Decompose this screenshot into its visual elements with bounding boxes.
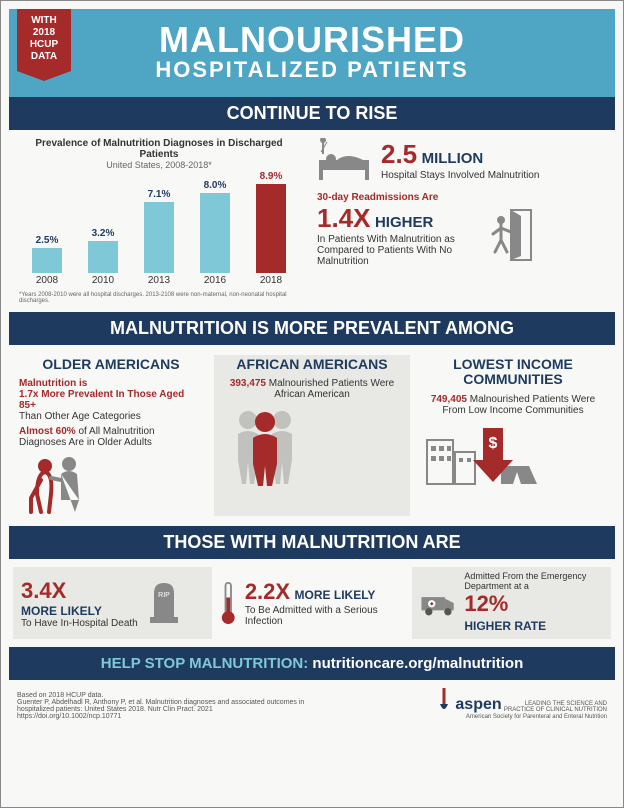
bar-2018: 8.9% 2018 bbox=[251, 171, 291, 286]
badge-l1: WITH bbox=[31, 15, 57, 26]
cite2: Guenter P, Abdelhadl R, Anthony P, et al… bbox=[17, 699, 337, 713]
badge-l2: 2018 bbox=[33, 27, 55, 38]
bar-year: 2018 bbox=[260, 275, 282, 286]
citations: Based on 2018 HCUP data. Guenter P, Abde… bbox=[17, 692, 337, 720]
aspen-tag3: American Society for Parenteral and Ente… bbox=[435, 714, 607, 720]
chart-title: Prevalence of Malnutrition Diagnoses in … bbox=[19, 138, 299, 160]
band-outcomes: THOSE WITH MALNUTRITION ARE bbox=[9, 526, 615, 559]
bar-chart: 2.5% 2008 3.2% 2010 7.1% 2013 8.0% 2016 8.9% 2018 bbox=[19, 170, 299, 290]
o3-lead: Admitted From the Emergency Department a… bbox=[464, 571, 603, 591]
cite3: https://doi.org/10.1002/ncp.10771 bbox=[17, 713, 337, 720]
col-income: LOWEST INCOME COMMUNITIES 749,405 Malnou… bbox=[415, 355, 611, 516]
data-badge: WITH 2018 HCUP DATA bbox=[17, 9, 71, 71]
stat2-number: 1.4X bbox=[317, 203, 371, 233]
o2-desc: To Be Admitted with a Serious Infection bbox=[245, 605, 404, 627]
stat-hospital-stays: 2.5 MILLION Hospital Stays Involved Maln… bbox=[317, 138, 605, 182]
older-head: OLDER AMERICANS bbox=[19, 357, 203, 372]
bar-year: 2008 bbox=[36, 275, 58, 286]
out-ed: Admitted From the Emergency Department a… bbox=[412, 567, 611, 639]
door-exit-icon bbox=[487, 208, 533, 262]
african-head: AFRICAN AMERICANS bbox=[220, 357, 404, 372]
o1-unit: MORE LIKELY bbox=[21, 604, 138, 618]
o2-unit: MORE LIKELY bbox=[295, 588, 376, 602]
bar-rect bbox=[32, 248, 62, 273]
chart-subtitle: United States, 2008-2018* bbox=[19, 160, 299, 170]
hospital-bed-icon bbox=[317, 138, 371, 182]
elderly-icon bbox=[19, 454, 203, 514]
stat2-lead: 30-day Readmissions Are bbox=[317, 192, 605, 203]
band-help: HELP STOP MALNUTRITION: nutritioncare.or… bbox=[9, 647, 615, 680]
section-rise: Prevalence of Malnutrition Diagnoses in … bbox=[9, 130, 615, 312]
o3-num: 12% bbox=[464, 591, 508, 616]
bar-2016: 8.0% 2016 bbox=[195, 180, 235, 286]
bar-rect bbox=[88, 241, 118, 273]
o1-desc: To Have In-Hospital Death bbox=[21, 618, 138, 629]
bar-year: 2016 bbox=[204, 275, 226, 286]
bar-rect bbox=[256, 184, 286, 273]
header: WITH 2018 HCUP DATA MALNOURISHED HOSPITA… bbox=[9, 9, 615, 97]
bar-rect bbox=[144, 202, 174, 273]
help-url: nutritioncare.org/malnutrition bbox=[312, 655, 523, 672]
chart-area: Prevalence of Malnutrition Diagnoses in … bbox=[19, 138, 299, 304]
svg-text:RIP: RIP bbox=[158, 592, 170, 599]
chart-footnote: *Years 2008-2010 were all hospital disch… bbox=[19, 292, 299, 304]
stat-readmissions: 30-day Readmissions Are 1.4X HIGHER In P… bbox=[317, 192, 605, 267]
ambulance-icon bbox=[420, 585, 457, 621]
bar-value: 8.9% bbox=[260, 171, 283, 182]
bar-value: 8.0% bbox=[204, 180, 227, 191]
older-t2: Almost 60% of All Malnutrition Diagnoses… bbox=[19, 426, 203, 448]
badge-l4: DATA bbox=[31, 51, 57, 62]
stats-right: 2.5 MILLION Hospital Stays Involved Maln… bbox=[307, 138, 605, 304]
aspen-mark-icon bbox=[435, 686, 453, 714]
stat1-number: 2.5 bbox=[381, 139, 417, 169]
col-older: OLDER AMERICANS Malnutrition is 1.7x Mor… bbox=[13, 355, 209, 516]
stat2-unit: HIGHER bbox=[375, 214, 433, 231]
help-label: HELP STOP MALNUTRITION: bbox=[101, 655, 309, 672]
bar-value: 2.5% bbox=[36, 235, 59, 246]
income-head: LOWEST INCOME COMMUNITIES bbox=[421, 357, 605, 388]
older-t1: Malnutrition is 1.7x More Prevalent In T… bbox=[19, 378, 203, 422]
income-t1: 749,405 Malnourished Patients Were From … bbox=[421, 394, 605, 416]
section-prevalence: OLDER AMERICANS Malnutrition is 1.7x Mor… bbox=[9, 345, 615, 526]
title-main: MALNOURISHED bbox=[9, 19, 615, 61]
section-outcomes: 3.4X MORE LIKELY To Have In-Hospital Dea… bbox=[9, 559, 615, 647]
stat1-desc: Hospital Stays Involved Malnutrition bbox=[381, 170, 539, 181]
stat2-desc: In Patients With Malnutrition as Compare… bbox=[317, 234, 477, 267]
o3-unit: HIGHER RATE bbox=[464, 619, 546, 633]
o2-num: 2.2X bbox=[245, 579, 290, 604]
o1-num: 3.4X bbox=[21, 578, 138, 604]
bar-year: 2013 bbox=[148, 275, 170, 286]
stat1-unit: MILLION bbox=[422, 150, 484, 167]
out-infection: 2.2X MORE LIKELY To Be Admitted with a S… bbox=[212, 567, 411, 639]
bar-rect bbox=[200, 193, 230, 273]
bar-value: 7.1% bbox=[148, 189, 171, 200]
aspen-name: aspen bbox=[455, 696, 501, 713]
footer: Based on 2018 HCUP data. Guenter P, Abde… bbox=[9, 680, 615, 720]
bar-2010: 3.2% 2010 bbox=[83, 228, 123, 286]
band-rise: CONTINUE TO RISE bbox=[9, 97, 615, 130]
tombstone-icon: RIP bbox=[146, 581, 182, 625]
col-african: AFRICAN AMERICANS 393,475 Malnourished P… bbox=[214, 355, 410, 516]
svg-text:$: $ bbox=[489, 435, 498, 452]
bar-value: 3.2% bbox=[92, 228, 115, 239]
badge-l3: HCUP bbox=[30, 39, 58, 50]
title-sub: HOSPITALIZED PATIENTS bbox=[9, 57, 615, 83]
buildings-arrow-icon: $ bbox=[421, 422, 605, 492]
cite1: Based on 2018 HCUP data. bbox=[17, 692, 337, 699]
aspen-logo-block: aspen LEADING THE SCIENCE AND PRACTICE O… bbox=[435, 686, 607, 720]
african-t1: 393,475 Malnourished Patients Were Afric… bbox=[220, 378, 404, 400]
bar-year: 2010 bbox=[92, 275, 114, 286]
out-death: 3.4X MORE LIKELY To Have In-Hospital Dea… bbox=[13, 567, 212, 639]
bar-2008: 2.5% 2008 bbox=[27, 235, 67, 286]
bar-2013: 7.1% 2013 bbox=[139, 189, 179, 286]
infographic-page: WITH 2018 HCUP DATA MALNOURISHED HOSPITA… bbox=[0, 0, 624, 808]
thermometer-icon bbox=[220, 579, 236, 627]
people-icon bbox=[220, 406, 404, 486]
band-prev: MALNUTRITION IS MORE PREVALENT AMONG bbox=[9, 312, 615, 345]
